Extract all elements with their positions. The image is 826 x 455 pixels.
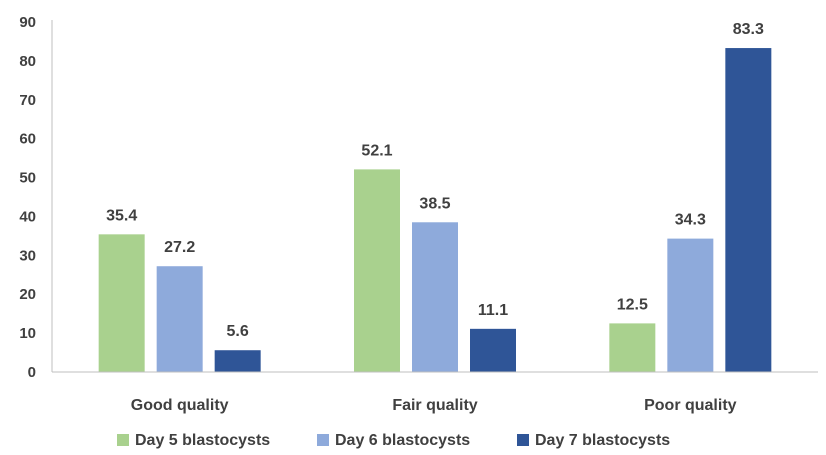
legend-swatch <box>517 434 529 446</box>
data-label: 34.3 <box>675 212 706 229</box>
bar <box>156 266 203 372</box>
bar <box>470 328 516 372</box>
data-labels: 35.4 27.2 5.6 52.1 38.5 11.1 12.5 34.3 83.3 <box>106 21 764 340</box>
y-tick-label: 60 <box>19 131 36 148</box>
y-tick-label: 80 <box>19 53 36 70</box>
bar <box>667 238 714 372</box>
bar <box>98 234 145 372</box>
y-tick-label: 90 <box>19 14 36 31</box>
data-label: 83.3 <box>733 21 764 38</box>
bar <box>725 48 772 373</box>
bars <box>98 48 772 373</box>
y-tick-label: 50 <box>19 170 36 187</box>
bar <box>609 323 656 372</box>
y-tick-label: 10 <box>19 325 36 342</box>
y-tick-label: 40 <box>19 208 36 225</box>
data-label: 27.2 <box>164 239 195 256</box>
legend-swatch <box>117 434 129 446</box>
legend-label: Day 7 blastocysts <box>535 432 670 449</box>
y-tick-label: 20 <box>19 286 36 303</box>
legend-swatch <box>317 434 329 446</box>
legend-label: Day 6 blastocysts <box>335 432 470 449</box>
x-category-label: Fair quality <box>392 397 477 414</box>
data-label: 35.4 <box>106 207 137 224</box>
data-label: 11.1 <box>478 302 508 319</box>
bar <box>214 350 261 372</box>
x-axis-category-labels: Good quality Fair quality Poor quality <box>131 397 737 414</box>
data-label: 12.5 <box>617 296 648 313</box>
y-tick-label: 70 <box>19 92 36 109</box>
data-label: 38.5 <box>419 195 450 212</box>
legend-label: Day 5 blastocysts <box>135 432 270 449</box>
y-tick-label: 0 <box>28 364 36 381</box>
y-tick-label: 30 <box>19 247 36 264</box>
legend: Day 5 blastocysts Day 6 blastocysts Day 7 … <box>117 432 670 449</box>
bar <box>412 222 458 372</box>
data-label: 5.6 <box>227 323 249 340</box>
y-axis-ticks: 0 10 20 30 40 50 60 70 80 90 <box>19 14 36 381</box>
bar <box>354 169 400 372</box>
data-label: 52.1 <box>361 142 392 159</box>
x-category-label: Good quality <box>131 397 229 414</box>
x-category-label: Poor quality <box>644 397 737 414</box>
